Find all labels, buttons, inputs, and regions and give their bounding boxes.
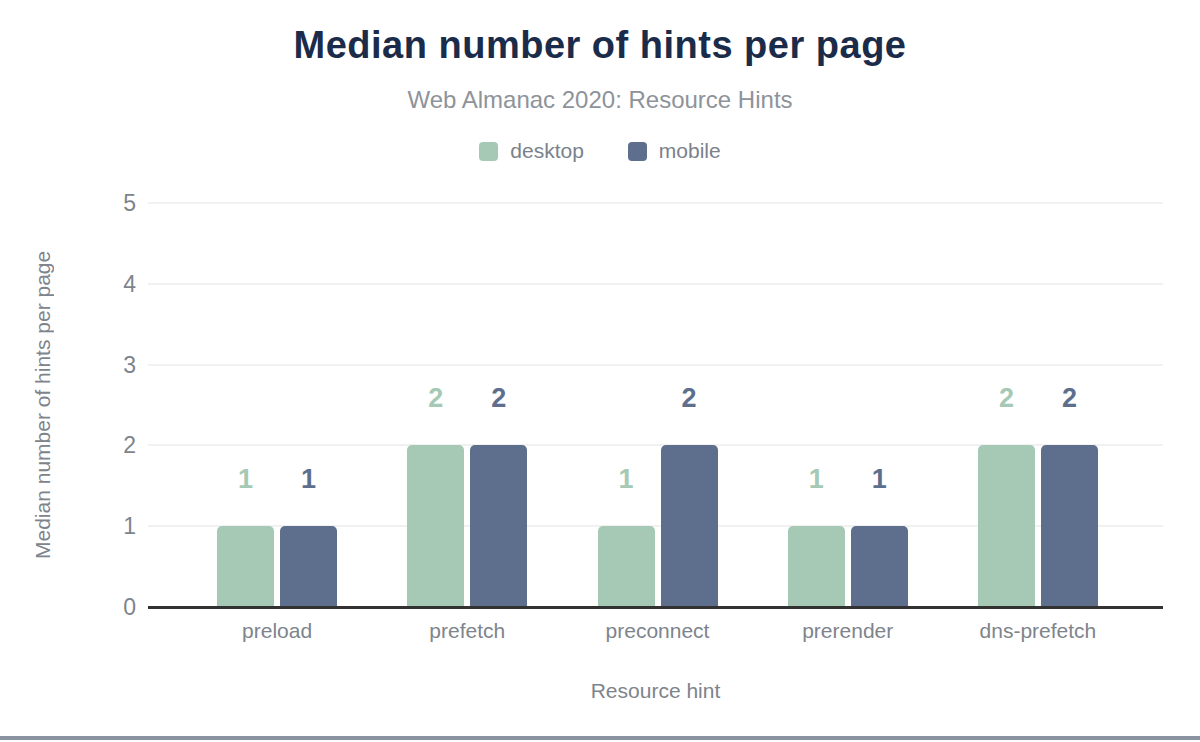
bar-value-label: 1 — [809, 468, 824, 490]
bar-desktop-prefetch[interactable]: 2 — [407, 445, 464, 607]
bar-group-prefetch: 2 2 — [372, 203, 562, 607]
bar-value-label: 1 — [872, 468, 887, 490]
bars-row: 1 1 2 2 1 2 — [148, 203, 1163, 607]
y-tick-5: 5 — [92, 191, 136, 215]
chart-title: Median number of hints per page — [0, 24, 1200, 67]
y-axis-ticks: 5 4 3 2 1 0 — [92, 203, 136, 607]
bar-mobile-preconnect[interactable]: 2 — [661, 445, 718, 607]
bar-value-label: 1 — [618, 468, 633, 490]
chart-subtitle: Web Almanac 2020: Resource Hints — [0, 86, 1200, 114]
bar-group-prerender: 1 1 — [753, 203, 943, 607]
bottom-accent-bar — [0, 736, 1200, 740]
bar-group-preconnect: 1 2 — [562, 203, 752, 607]
x-axis-title: Resource hint — [148, 679, 1163, 703]
legend-label-mobile: mobile — [659, 139, 721, 163]
y-tick-1: 1 — [92, 514, 136, 538]
x-category-dns-prefetch: dns-prefetch — [943, 619, 1133, 643]
chart-figure: Median number of hints per page Web Alma… — [0, 0, 1200, 742]
y-tick-4: 4 — [92, 272, 136, 296]
x-category-preload: preload — [182, 619, 372, 643]
y-tick-0: 0 — [92, 595, 136, 619]
desktop-swatch-icon — [479, 142, 498, 161]
plot-area: 1 1 2 2 1 2 — [148, 203, 1163, 607]
y-tick-3: 3 — [92, 353, 136, 377]
bar-desktop-dns-prefetch[interactable]: 2 — [978, 445, 1035, 607]
mobile-swatch-icon — [628, 142, 647, 161]
bar-desktop-prerender[interactable]: 1 — [788, 526, 845, 607]
bar-group-preload: 1 1 — [182, 203, 372, 607]
bar-value-label: 2 — [1062, 387, 1077, 409]
bar-value-label: 2 — [491, 387, 506, 409]
bar-group-dns-prefetch: 2 2 — [943, 203, 1133, 607]
x-axis-categories: preload prefetch preconnect prerender dn… — [148, 619, 1163, 643]
bar-value-label: 2 — [681, 387, 696, 409]
bar-mobile-dns-prefetch[interactable]: 2 — [1041, 445, 1098, 607]
bar-desktop-preconnect[interactable]: 1 — [598, 526, 655, 607]
x-category-preconnect: preconnect — [562, 619, 752, 643]
bar-mobile-prerender[interactable]: 1 — [851, 526, 908, 607]
y-tick-2: 2 — [92, 433, 136, 457]
bar-value-label: 2 — [999, 387, 1014, 409]
bar-mobile-prefetch[interactable]: 2 — [470, 445, 527, 607]
bar-value-label: 1 — [238, 468, 253, 490]
x-category-prerender: prerender — [753, 619, 943, 643]
x-axis-line — [148, 606, 1163, 609]
y-axis-title: Median number of hints per page — [26, 203, 60, 607]
legend-label-desktop: desktop — [510, 139, 584, 163]
x-category-prefetch: prefetch — [372, 619, 562, 643]
bar-mobile-preload[interactable]: 1 — [280, 526, 337, 607]
legend-item-desktop[interactable]: desktop — [479, 139, 584, 163]
legend-item-mobile[interactable]: mobile — [628, 139, 721, 163]
bar-value-label: 2 — [428, 387, 443, 409]
bar-value-label: 1 — [301, 468, 316, 490]
legend: desktop mobile — [0, 139, 1200, 163]
bar-desktop-preload[interactable]: 1 — [217, 526, 274, 607]
